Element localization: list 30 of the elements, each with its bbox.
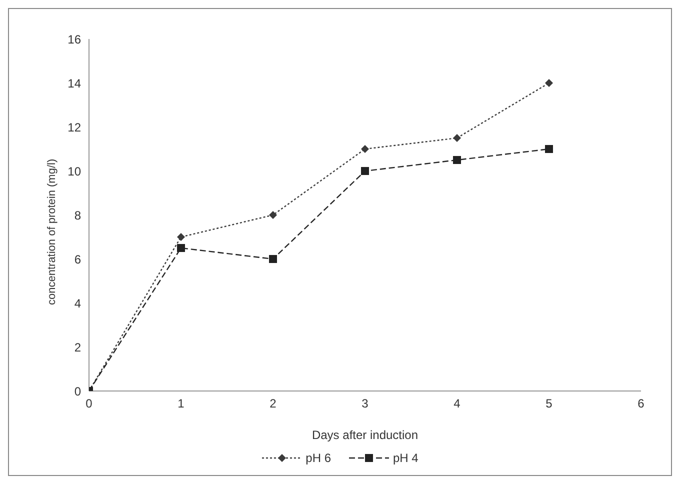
x-tick-label: 3	[362, 396, 369, 411]
point	[361, 167, 369, 175]
point	[361, 145, 369, 153]
y-tick-label: 16	[68, 32, 82, 46]
point	[177, 244, 185, 252]
y-axis-title: concentration of protein (mg/l)	[46, 158, 58, 305]
x-tick-label: 1	[178, 396, 185, 411]
point	[269, 255, 277, 263]
y-tick-label: 6	[74, 252, 82, 266]
x-tick-label: 0	[86, 396, 93, 411]
y-tick-label: 12	[68, 120, 82, 134]
x-tick-label: 4	[454, 396, 461, 411]
y-tick-label: 8	[74, 208, 82, 222]
x-tick-label: 6	[638, 396, 645, 411]
y-tick-label: 10	[68, 164, 82, 178]
x-tick-label: 2	[270, 396, 277, 411]
point	[453, 156, 461, 164]
y-tick-label: 14	[68, 76, 82, 90]
legend-label: pH 6	[306, 451, 331, 465]
point	[453, 134, 461, 142]
y-tick-label: 2	[74, 340, 82, 354]
point	[269, 211, 277, 219]
legend-label: pH 4	[393, 451, 418, 465]
x-tick-label: 5	[546, 396, 553, 411]
point	[177, 233, 185, 241]
point	[545, 79, 553, 87]
x-axis-title: Days after induction	[312, 428, 418, 442]
point	[545, 145, 553, 153]
y-tick-label: 0	[74, 384, 82, 398]
y-tick-label: 4	[74, 296, 82, 310]
